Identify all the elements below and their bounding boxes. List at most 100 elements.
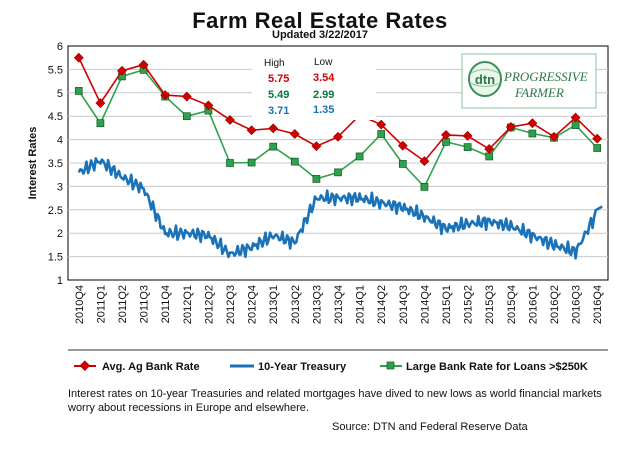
x-tick-label: 2012Q4 — [247, 285, 259, 324]
large-bank-point — [182, 112, 191, 121]
x-tick-label: 2016Q3 — [571, 285, 583, 324]
y-tick-label: 3.5 — [48, 158, 63, 170]
ag-bank-point — [160, 90, 171, 101]
x-tick-label: 2014Q1 — [355, 285, 367, 324]
stats-treasury-low: 1.35 — [313, 104, 334, 116]
x-tick-label: 2012Q2 — [203, 285, 215, 324]
x-tick-label: 2014Q4 — [419, 285, 431, 324]
large-bank-point — [420, 183, 429, 191]
y-tick-label: 3 — [57, 181, 63, 193]
ag-bank-point — [246, 125, 257, 136]
ag-bank-point — [527, 118, 538, 129]
legend-label-ag: Avg. Ag Bank Rate — [102, 361, 200, 373]
ag-bank-point — [225, 115, 235, 125]
x-tick-label: 2015Q4 — [506, 285, 518, 324]
ag-bank-point — [570, 112, 581, 123]
ag-bank-point — [333, 131, 343, 142]
ag-bank-point — [95, 98, 106, 109]
ag-bank-point — [484, 144, 495, 154]
x-tick-label: 2012Q3 — [225, 285, 237, 324]
y-tick-label: 4.5 — [48, 111, 63, 123]
large-bank-point — [377, 130, 386, 138]
series-line-treasury — [77, 157, 603, 260]
y-tick-label: 5 — [57, 88, 63, 100]
ag-bank-point — [419, 156, 430, 167]
large-bank-point — [334, 168, 342, 177]
large-bank-point — [463, 143, 472, 151]
y-tick-label: 1 — [57, 275, 63, 287]
large-bank-point — [290, 157, 299, 166]
ag-bank-point — [138, 59, 149, 70]
ag-bank-point — [117, 65, 127, 76]
dtn-progressive-farmer-logo: dtn PROGRESSIVE FARMER — [461, 53, 597, 109]
x-tick-label: 2011Q2 — [117, 285, 129, 323]
legend: Avg. Ag Bank Rate 10-Year Treasury Large… — [74, 360, 588, 373]
ag-bank-point — [289, 129, 300, 139]
source-note: Source: DTN and Federal Reserve Data — [332, 421, 528, 433]
large-bank-point — [247, 158, 256, 167]
stats-box: High Low 5.75 3.54 5.49 2.99 3.71 1.35 — [252, 50, 376, 120]
y-tick-label: 6 — [57, 41, 63, 53]
x-tick-label: 2013Q4 — [333, 285, 345, 324]
ag-bank-point — [592, 133, 603, 144]
ag-bank-point — [203, 100, 214, 111]
x-tick-label: 2016Q1 — [527, 285, 539, 324]
large-bank-point — [593, 144, 602, 152]
x-tick-label: 2014Q2 — [376, 285, 388, 324]
x-tick-label: 2011Q1 — [95, 285, 107, 323]
stats-treasury-high: 3.71 — [268, 105, 289, 117]
ag-bank-point — [181, 91, 192, 102]
x-tick-label: 2015Q3 — [484, 285, 496, 324]
ag-bank-point — [397, 140, 408, 151]
x-tick-label: 2013Q2 — [290, 285, 302, 324]
x-tick-label: 2010Q4 — [74, 285, 86, 324]
y-tick-label: 1.5 — [48, 252, 63, 264]
legend-item-treasury: 10-Year Treasury — [230, 361, 347, 373]
stats-ag-high: 5.75 — [268, 73, 289, 85]
x-tick-label: 2012Q1 — [182, 285, 194, 324]
ag-bank-point — [311, 141, 322, 152]
logo-line2: FARMER — [514, 85, 564, 100]
large-bank-point — [312, 175, 321, 183]
y-axis-label: Interest Rates — [27, 127, 39, 200]
x-tick-label: 2016Q4 — [592, 285, 604, 324]
legend-item-ag: Avg. Ag Bank Rate — [74, 360, 200, 373]
stats-large-low: 2.99 — [313, 89, 334, 101]
ag-bank-point — [462, 130, 473, 141]
legend-label-treasury: 10-Year Treasury — [258, 361, 347, 373]
y-tick-label: 2.5 — [48, 205, 63, 217]
x-tick-label: 2016Q2 — [549, 285, 561, 324]
ag-bank-point — [268, 123, 279, 134]
large-bank-point — [269, 142, 278, 151]
y-tick-label: 5.5 — [48, 64, 63, 76]
x-tick-label: 2015Q1 — [441, 285, 453, 324]
large-bank-point — [528, 129, 537, 138]
large-bank-point — [485, 152, 494, 161]
stats-high-label: High — [264, 58, 285, 69]
chart-subtitle: Updated 3/22/2017 — [272, 29, 368, 41]
x-tick-label: 2013Q1 — [268, 285, 280, 324]
x-tick-label: 2013Q3 — [311, 285, 323, 324]
large-bank-point — [571, 121, 580, 129]
logo-line1: PROGRESSIVE — [503, 69, 588, 84]
y-tick-label: 2 — [57, 228, 63, 240]
x-tick-label: 2014Q3 — [398, 285, 410, 324]
ag-bank-point — [376, 119, 387, 130]
stats-low-label: Low — [314, 57, 333, 68]
footnote: Interest rates on 10-year Treasuries and… — [68, 388, 602, 414]
large-bank-point — [96, 119, 105, 128]
y-tick-label: 4 — [57, 135, 63, 147]
stats-ag-low: 3.54 — [313, 72, 335, 84]
chart-title: Farm Real Estate Rates — [192, 8, 448, 33]
ag-bank-point — [505, 122, 516, 132]
logo-mark: dtn — [475, 72, 495, 87]
ag-bank-point — [73, 52, 84, 63]
legend-item-large-bank: Large Bank Rate for Loans >$250K — [380, 361, 588, 373]
stats-large-high: 5.49 — [268, 89, 289, 101]
ag-bank-point — [441, 129, 451, 140]
large-bank-point — [74, 87, 83, 95]
x-tick-label: 2015Q2 — [463, 285, 475, 324]
x-tick-label: 2011Q3 — [139, 285, 151, 323]
large-bank-point — [398, 160, 407, 168]
